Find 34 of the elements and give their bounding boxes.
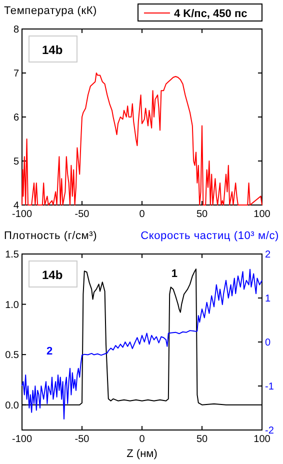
x-tick-label: -50 [74,434,90,445]
series-label: 2 [46,345,53,358]
annotation: 14b [42,43,63,57]
y2-tick-label: -1 [265,382,274,392]
y2-tick-label: -2 [265,426,274,436]
y2-tick-label: 2 [265,250,271,260]
y-tick-label: 0.5 [5,350,20,362]
y-tick-label: 4 [13,200,20,212]
x-tick-label: -100 [12,434,32,445]
annotation: 14b [42,268,63,282]
y2-axis-title: Скорость частиц (10³ м/с) [140,230,279,242]
line-series [22,72,262,206]
y-axis-title: Температура (кК) [4,5,98,17]
x-tick-label: 0 [139,434,146,445]
x-tick-label: -100 [12,209,32,220]
x-tick-label: 0 [139,209,146,220]
x-axis-title: Z (нм) [126,448,158,460]
legend-label: 4 K/пс, 450 пс [174,8,248,20]
x-tick-label: -50 [74,209,90,220]
x-tick-label: 100 [254,434,271,445]
y-tick-label: 5 [13,156,20,168]
y-tick-label: 0.0 [5,400,20,412]
y-tick-label: 1.0 [5,300,20,311]
y-tick-label: 6 [13,112,20,124]
x-tick-label: 50 [196,434,208,445]
x-tick-label: 50 [196,209,208,220]
y-tick-label: 7 [13,68,20,80]
y2-tick-label: 1 [265,294,271,304]
series-label: 1 [171,268,178,280]
x-tick-label: 100 [254,209,271,220]
y-tick-label: 8 [13,24,20,36]
y-axis-title: Плотность (г/см³) [4,230,98,242]
y-tick-label: 1.5 [5,250,20,260]
y2-tick-label: 0 [265,338,271,348]
